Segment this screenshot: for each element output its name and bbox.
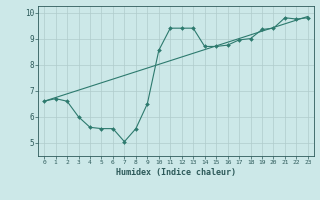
X-axis label: Humidex (Indice chaleur): Humidex (Indice chaleur) — [116, 168, 236, 177]
